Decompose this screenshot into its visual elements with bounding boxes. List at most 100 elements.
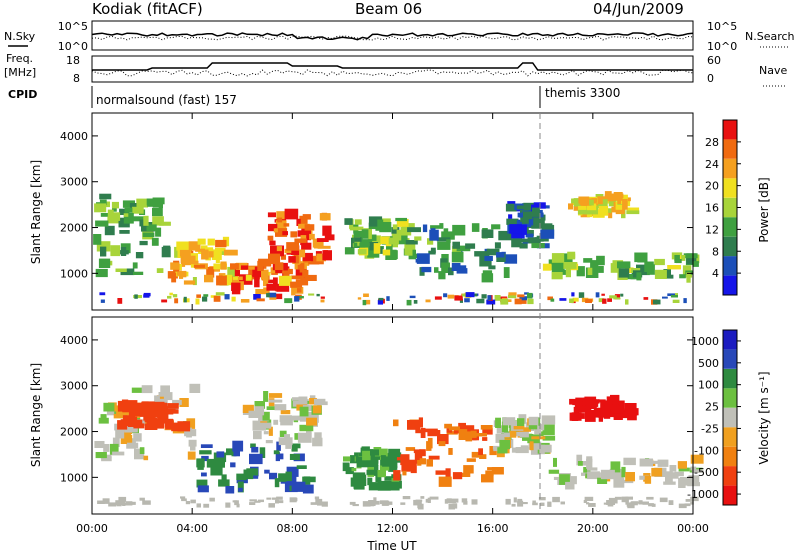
cell-5-51 <box>494 242 501 249</box>
cell-1-52 <box>146 412 153 416</box>
cell-4-5 <box>385 249 397 260</box>
cell-3-30 <box>263 391 269 402</box>
nsky-label: N.Sky <box>4 30 36 43</box>
cell-1-56 <box>145 417 150 422</box>
ground-cell-112 <box>585 299 592 303</box>
cell-2-2 <box>239 274 253 285</box>
colorbar-swatch-3 <box>723 427 737 447</box>
ground-cell-71 <box>506 299 512 302</box>
colorbar-swatch-8 <box>723 330 737 350</box>
ground-cell-88 <box>584 496 594 501</box>
colorbar-swatch-4 <box>723 407 737 428</box>
cell-3-51 <box>299 249 306 258</box>
cell-0-30 <box>107 209 114 221</box>
cell-3-35 <box>269 240 276 246</box>
cell-4-56 <box>390 457 398 468</box>
cell-5-45 <box>471 223 480 232</box>
cell-4-47 <box>392 224 398 230</box>
cell-1-33 <box>117 420 128 430</box>
cell-6-35 <box>534 423 542 435</box>
ground-cell-116 <box>317 503 325 506</box>
ground-cell-23 <box>643 297 649 300</box>
ground-cell-78 <box>131 501 136 505</box>
ground-cell-116 <box>256 298 265 302</box>
cell-8-22 <box>624 274 635 280</box>
cell-3-42 <box>306 417 317 426</box>
nave-trace <box>91 69 694 77</box>
ground-cell-82 <box>628 502 632 508</box>
cell-2-55 <box>233 445 240 457</box>
cell-2-15 <box>290 275 304 280</box>
cell-2-47 <box>225 486 235 494</box>
ground-cell-115 <box>185 501 191 505</box>
ground-cell-5 <box>275 499 279 504</box>
cell-2-25 <box>274 478 280 488</box>
ground-cell-77 <box>620 293 624 297</box>
cell-2-18 <box>199 450 212 455</box>
ground-cell-51 <box>463 501 468 505</box>
cell-5-43 <box>449 426 460 431</box>
cell-8-48 <box>692 261 699 267</box>
cell-6-2 <box>506 235 511 240</box>
cell-4-36 <box>344 218 353 225</box>
cell-4-39 <box>356 456 368 468</box>
ground-cell-68 <box>447 294 455 299</box>
cell-8-40 <box>551 253 565 264</box>
ground-cell-42 <box>203 294 209 297</box>
cell-4-42 <box>349 226 364 231</box>
cell-3-4 <box>267 212 276 218</box>
cell-4-54 <box>400 226 412 236</box>
nsearch-trace <box>91 35 694 41</box>
ytick-label-4000: 4000 <box>60 334 88 347</box>
xtick-label-1: 04:00 <box>176 522 208 535</box>
cell-3-15 <box>301 229 311 241</box>
cell-3-43 <box>267 235 274 241</box>
ground-cell-15 <box>559 298 567 301</box>
cell-7-21 <box>602 199 608 207</box>
ground-cell-106 <box>613 297 621 300</box>
cell-2-44 <box>274 262 284 272</box>
cell-8-59 <box>687 482 700 487</box>
cell-5-12 <box>479 256 492 267</box>
cell-1-35 <box>188 241 201 251</box>
cell-4-53 <box>354 219 362 225</box>
colorbar-swatch-1 <box>723 466 737 486</box>
cell-8-57 <box>651 467 663 477</box>
cbar-label-5: -100 <box>694 444 719 457</box>
cell-2-21 <box>250 443 256 449</box>
cell-7-50 <box>573 198 580 207</box>
cell-1-37 <box>215 247 226 252</box>
cell-0-0 <box>122 200 135 208</box>
cell-2-48 <box>246 468 259 476</box>
cell-5-46 <box>496 252 505 258</box>
cell-5-27 <box>430 247 436 253</box>
ground-cell-38 <box>308 293 315 296</box>
cell-4-13 <box>368 482 383 491</box>
cell-6-51 <box>518 224 527 235</box>
ground-cell-52 <box>602 298 607 304</box>
cell-3-28 <box>310 257 316 262</box>
cell-3-5 <box>307 412 319 423</box>
cell-5-35 <box>465 431 473 442</box>
cell-8-55 <box>675 259 682 264</box>
cell-2-58 <box>236 473 247 481</box>
cell-1-40 <box>213 263 227 270</box>
cell-8-49 <box>565 481 575 490</box>
cell-8-59 <box>542 263 552 271</box>
cell-8-36 <box>679 274 686 279</box>
ground-cell-48 <box>134 294 138 299</box>
cell-7-1 <box>569 398 577 405</box>
ground-cell-9 <box>552 496 560 503</box>
cell-7-13 <box>600 401 609 409</box>
site-title: Kodiak (fitACF) <box>92 0 203 18</box>
cell-4-55 <box>388 237 399 245</box>
ground-cell-76 <box>583 500 588 503</box>
cell-8-17 <box>674 471 684 477</box>
cell-2-15 <box>276 441 281 451</box>
ground-cell-66 <box>234 500 239 506</box>
cell-1-57 <box>193 264 205 268</box>
cell-3-17 <box>275 228 288 237</box>
cbar-label-6: -500 <box>694 466 719 479</box>
cell-8-31 <box>683 253 698 259</box>
cell-3-29 <box>279 430 287 437</box>
